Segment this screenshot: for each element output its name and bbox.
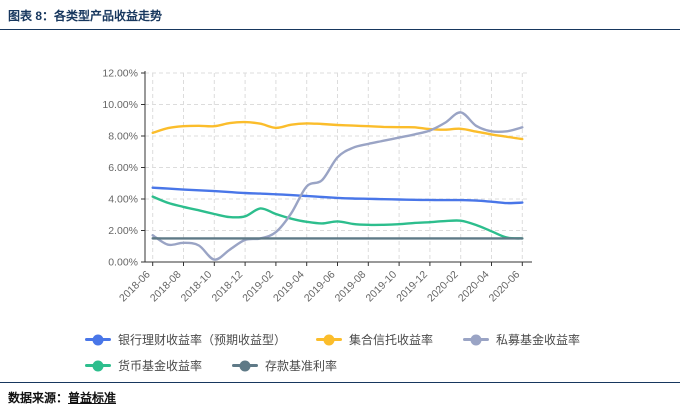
data-source-label: 数据来源： — [8, 391, 69, 405]
x-axis-label: 2019-10 — [363, 269, 399, 305]
legend-label: 集合信托收益率 — [349, 333, 434, 347]
x-axis-label: 2018-12 — [209, 269, 245, 305]
series-line-2 — [151, 111, 524, 261]
chart-legend: 银行理财收益率（预期收益型） 集合信托收益率 私募基金收益率货币基金收益率 存款基准利… — [85, 331, 625, 374]
legend-label: 货币基金收益率 — [118, 359, 203, 373]
legend-item: 货币基金收益率 — [85, 357, 202, 374]
legend-row: 货币基金收益率 存款基准利率 — [85, 357, 625, 374]
series-line-1 — [151, 120, 524, 141]
legend-marker-icon — [316, 334, 343, 345]
data-source-value: 普益标准 — [68, 391, 117, 405]
legend-label: 私募基金收益率 — [496, 333, 581, 347]
y-axis-label: 6.00% — [108, 162, 138, 174]
series-line-3 — [151, 195, 524, 240]
source-divider — [0, 382, 680, 383]
series-line-0 — [151, 186, 524, 205]
x-axis-label: 2019-06 — [302, 269, 338, 305]
y-axis-label: 10.00% — [102, 99, 138, 111]
x-axis-label: 2019-08 — [333, 269, 369, 305]
x-axis-label: 2018-10 — [179, 269, 215, 305]
x-axis-label: 2018-08 — [148, 269, 184, 305]
legend-marker-icon — [463, 334, 490, 345]
y-axis-label: 0.00% — [108, 257, 138, 269]
data-source: 数据来源：普益标准 — [8, 389, 116, 406]
legend-item: 银行理财收益率（预期收益型） — [85, 331, 286, 348]
figure-title: 图表 8：各类型产品收益走势 — [8, 9, 163, 23]
title-divider — [0, 29, 680, 30]
legend-row: 银行理财收益率（预期收益型） 集合信托收益率 私募基金收益率 — [85, 331, 625, 348]
legend-label: 存款基准利率 — [265, 359, 338, 373]
x-axis-label: 2020-06 — [487, 269, 523, 305]
x-axis-label: 2019-02 — [240, 269, 276, 305]
x-axis-label: 2020-04 — [456, 269, 492, 305]
yield-chart: 0.00% 2.00% 4.00% 6.00% 8.00% 10.00% 12.00% 201… — [102, 68, 532, 305]
legend-marker-icon — [85, 360, 111, 371]
x-axis-label: 2019-04 — [271, 269, 307, 305]
legend-item: 存款基准利率 — [232, 357, 337, 374]
x-axis-label: 2019-12 — [394, 269, 430, 305]
legend-marker-icon — [85, 334, 111, 345]
y-axis-label: 8.00% — [108, 131, 138, 143]
y-axis-label: 12.00% — [102, 68, 138, 80]
y-axis-label: 2.00% — [108, 225, 138, 237]
legend-item: 集合信托收益率 — [316, 331, 433, 348]
legend-label: 银行理财收益率（预期收益型） — [118, 333, 287, 347]
y-axis-label: 4.00% — [108, 194, 138, 206]
legend-marker-icon — [232, 360, 259, 371]
legend-item: 私募基金收益率 — [463, 331, 580, 348]
x-axis-label: 2020-02 — [425, 269, 461, 305]
x-axis-label: 2018-06 — [117, 269, 153, 305]
